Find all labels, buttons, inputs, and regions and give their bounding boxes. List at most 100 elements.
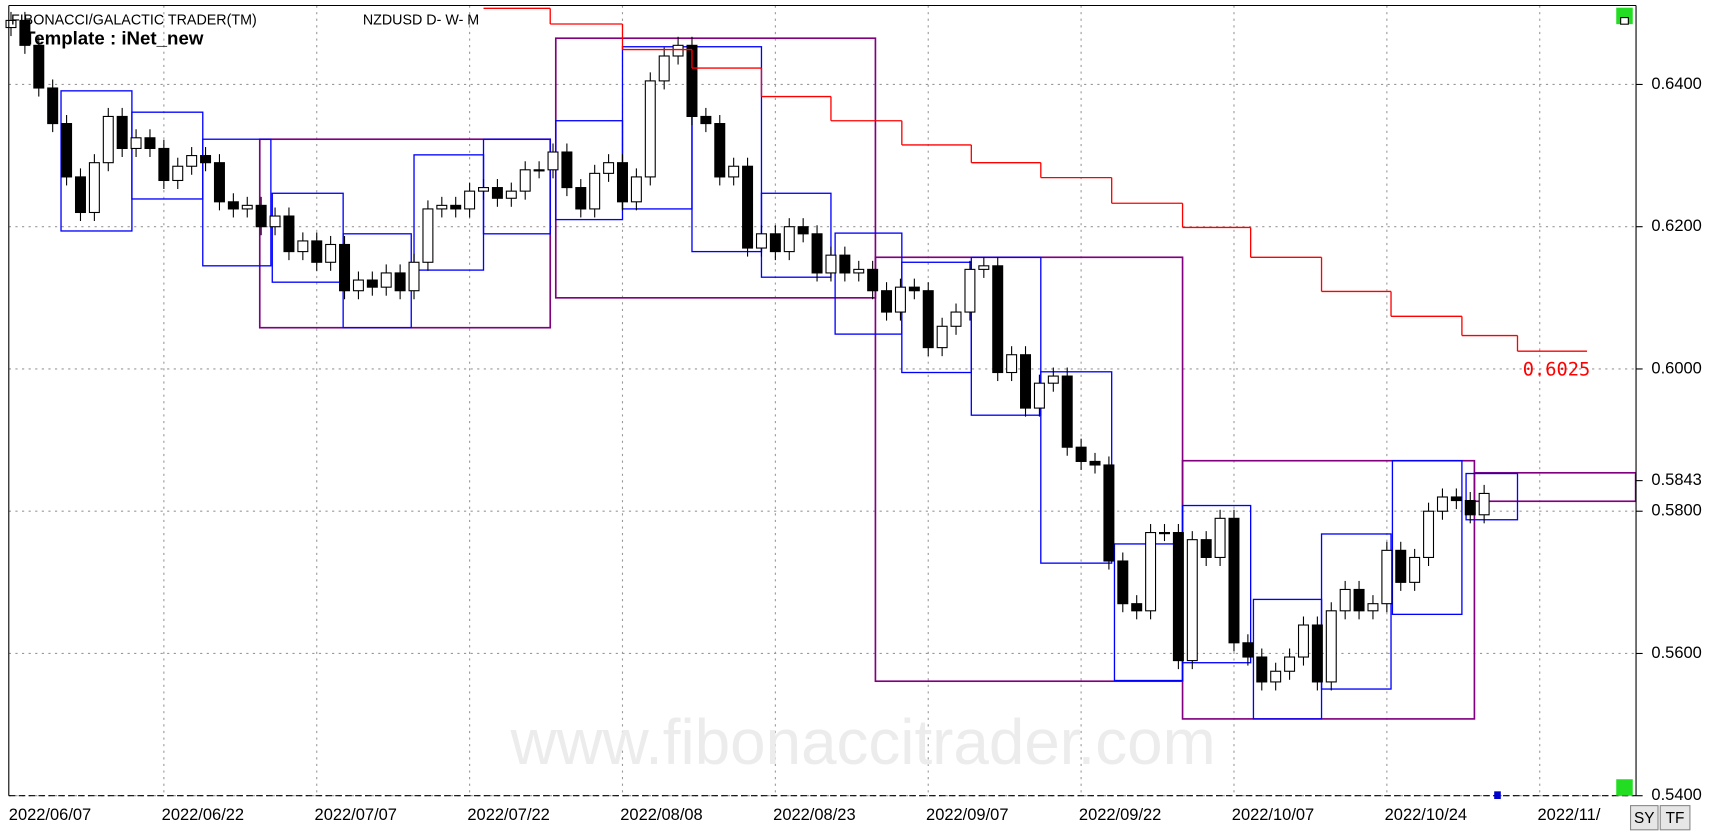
candle-body — [61, 123, 73, 178]
candle-body — [102, 115, 114, 164]
candle-body — [1186, 539, 1198, 662]
candle-body — [603, 162, 615, 174]
candle-body — [936, 325, 948, 349]
candle-body — [811, 233, 823, 274]
candle-body — [881, 290, 893, 313]
button-label: SY — [1634, 810, 1655, 827]
candle-body — [672, 44, 684, 57]
candle-body — [269, 215, 281, 228]
weekly-box — [691, 46, 763, 253]
candle-body — [630, 176, 642, 203]
candle-body — [686, 44, 698, 118]
candle-body — [700, 115, 712, 125]
candle-body — [1395, 549, 1407, 583]
candle-body — [172, 165, 184, 182]
candle-body — [1020, 354, 1032, 409]
x-tick-label: 2022/08/23 — [773, 806, 855, 824]
candle-body — [1006, 354, 1018, 374]
corner-button[interactable] — [1616, 779, 1633, 796]
candle-body — [964, 268, 976, 313]
candle-body — [19, 19, 31, 46]
candle-body — [658, 55, 670, 82]
candle-body — [1423, 510, 1435, 559]
candle-body — [478, 187, 490, 192]
x-tick-label: 2022/06/22 — [162, 806, 244, 824]
corner-icon — [1620, 17, 1629, 25]
candle-body — [1284, 656, 1296, 672]
candle-body — [186, 155, 198, 167]
stop-value-label: 0.6025 — [1523, 359, 1590, 380]
candle-body — [1228, 517, 1240, 644]
button-label: TF — [1666, 810, 1685, 827]
tf-button[interactable]: TF — [1659, 805, 1691, 831]
candle-body — [1381, 549, 1393, 605]
sy-button[interactable]: SY — [1629, 805, 1659, 831]
candle-body — [589, 172, 601, 210]
candle-body — [1242, 642, 1254, 658]
template: Template : iNet_new — [24, 28, 204, 49]
candle-body — [950, 311, 962, 327]
x-tick-label: 2022/08/08 — [620, 806, 702, 824]
candle-body — [5, 19, 17, 29]
candle-body — [547, 151, 559, 171]
candle-body — [644, 80, 656, 178]
app-title: FIBONACCI/GALACTIC TRADER(TM) — [11, 13, 257, 29]
button-frame — [1629, 805, 1659, 831]
candle-body — [853, 268, 865, 274]
candle-body — [922, 290, 934, 349]
candle-body — [1464, 499, 1476, 516]
candle-body — [1353, 588, 1365, 612]
candle-body — [1478, 492, 1490, 516]
candle-body — [380, 272, 392, 288]
candle-body — [1061, 375, 1073, 448]
candle-body — [116, 115, 128, 150]
candle-body — [88, 162, 100, 214]
candle-body — [1325, 610, 1337, 683]
candle-body — [33, 44, 45, 89]
candle-body — [783, 226, 795, 253]
weekly-box — [970, 256, 1042, 416]
candle-body — [352, 279, 364, 292]
candle-body — [742, 165, 754, 249]
candle-body — [1033, 382, 1045, 409]
candle-body — [839, 254, 851, 274]
time-marker — [1494, 791, 1501, 800]
y-tick-label: 0.6000 — [1651, 359, 1701, 377]
candle-body — [144, 137, 156, 150]
candle-body — [311, 240, 323, 263]
candle-body — [422, 208, 434, 263]
x-tick-label: 2022/07/07 — [315, 806, 397, 824]
y-tick-label: 0.6400 — [1651, 75, 1701, 93]
candles — [5, 11, 1490, 691]
candle-body — [575, 187, 587, 210]
x-tick-label: 2022/09/22 — [1079, 806, 1161, 824]
candle-body — [1131, 603, 1143, 612]
candle-body — [491, 187, 503, 199]
candle-body — [74, 176, 86, 214]
last-price-label: 0.5843 — [1651, 471, 1701, 489]
candle-body — [908, 286, 920, 292]
x-tick-label: 2022/10/24 — [1385, 806, 1467, 824]
candle-body — [1117, 560, 1129, 605]
y-tick-label: 0.5600 — [1651, 644, 1701, 662]
candle-body — [450, 204, 462, 210]
candle-body — [728, 165, 740, 178]
y-tick-label: 0.5800 — [1651, 502, 1701, 520]
candle-body — [1103, 464, 1115, 562]
candle-body — [241, 204, 253, 210]
candle-body — [1450, 496, 1462, 502]
candle-body — [366, 279, 378, 288]
candle-body — [408, 261, 420, 292]
candle-body — [1172, 532, 1184, 662]
overlay: 0.6025 — [483, 7, 1590, 380]
candle-body — [894, 286, 906, 313]
candle-body — [339, 243, 351, 292]
candle-body — [1436, 496, 1448, 512]
candle-body — [255, 204, 267, 228]
candle-body — [394, 272, 406, 292]
x-tick-label: 2022/09/07 — [926, 806, 1008, 824]
candle-body — [519, 169, 531, 192]
candle-body — [1145, 532, 1157, 612]
button-frame — [1659, 805, 1691, 831]
